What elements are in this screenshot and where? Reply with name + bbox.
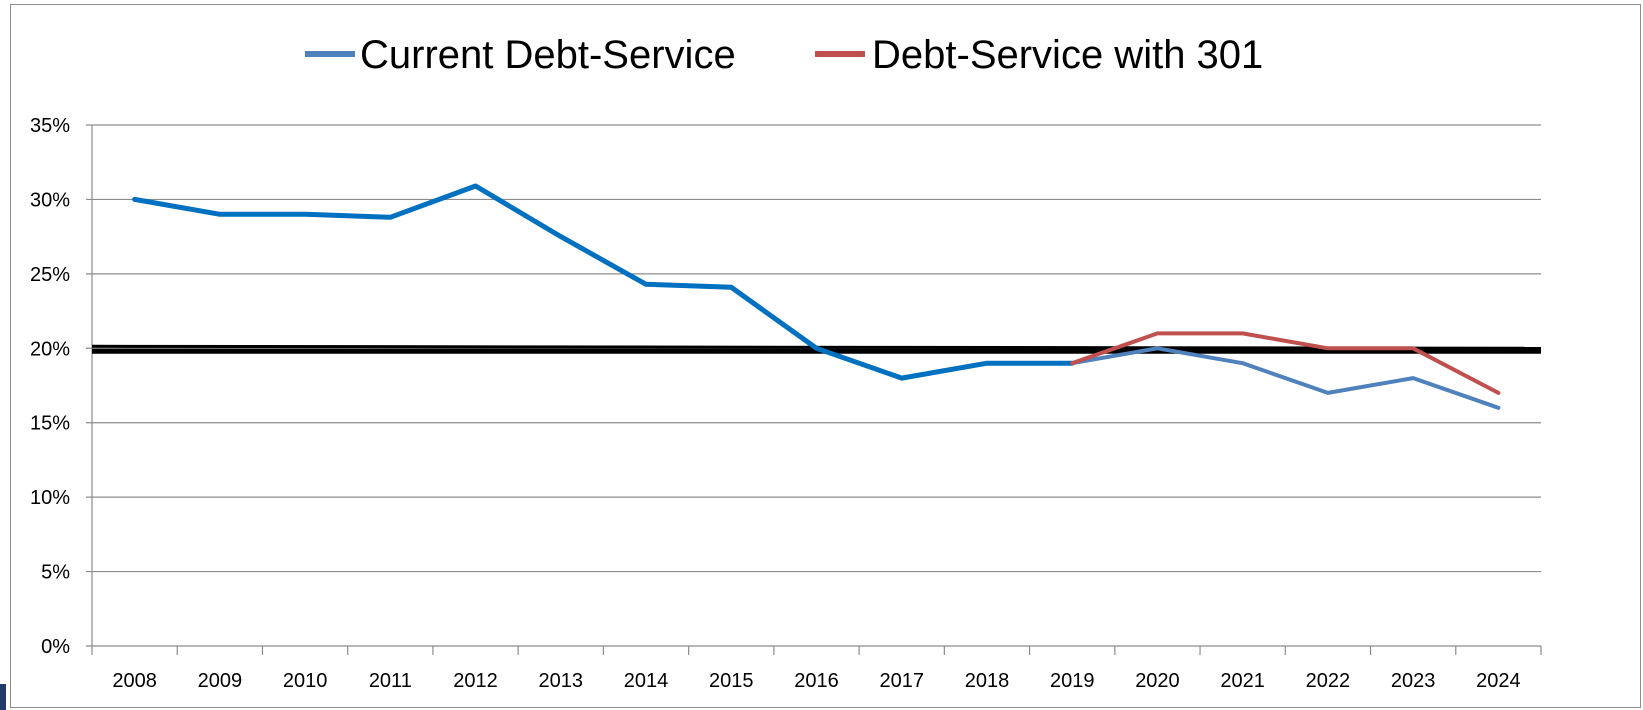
series-layer — [132, 183, 1501, 410]
x-tick-label: 2012 — [453, 670, 498, 692]
legend: Current Debt-Service Debt-Service with 30… — [305, 33, 1263, 77]
x-axis: 2008 2009 2010 2011 2012 2013 2014 2015 2016 2017… — [91, 646, 1542, 692]
x-tick-label: 2017 — [879, 670, 924, 692]
series-current-debt-service-projection — [1070, 346, 1501, 410]
x-tick-label: 2024 — [1476, 670, 1521, 692]
x-tick-label: 2009 — [198, 670, 243, 692]
y-tick-label: 35% — [30, 115, 70, 137]
y-tick-label: 15% — [30, 413, 70, 435]
x-tick-label: 2022 — [1306, 670, 1351, 692]
corner-mark — [0, 684, 6, 710]
x-tick-label: 2020 — [1135, 670, 1180, 692]
x-tick-label: 2016 — [794, 670, 839, 692]
x-tick-label: 2023 — [1391, 670, 1436, 692]
x-tick-label: 2008 — [112, 670, 157, 692]
y-axis: 0% 5% 10% 15% 20% 25% 30% 35% — [30, 115, 93, 658]
series-debt-service-with-301 — [1070, 331, 1501, 395]
y-tick-label: 30% — [30, 189, 70, 211]
y-tick-label: 10% — [30, 487, 70, 509]
x-tick-label: 2013 — [539, 670, 584, 692]
legend-label-1: Current Debt-Service — [360, 33, 736, 77]
legend-label-2: Debt-Service with 301 — [872, 33, 1263, 77]
y-tick-label: 25% — [30, 264, 70, 286]
gridlines — [86, 124, 1541, 647]
x-tick-label: 2018 — [965, 670, 1010, 692]
series-current-debt-service-historical — [132, 183, 1075, 381]
x-tick-label: 2011 — [369, 670, 412, 692]
x-tick-label: 2019 — [1050, 670, 1095, 692]
y-tick-label: 20% — [30, 338, 70, 360]
x-tick-label: 2021 — [1220, 670, 1265, 692]
x-tick-label: 2014 — [624, 670, 669, 692]
x-tick-label: 2015 — [709, 670, 754, 692]
y-tick-label: 0% — [41, 636, 70, 658]
y-tick-label: 5% — [41, 562, 70, 584]
x-tick-label: 2010 — [283, 670, 328, 692]
